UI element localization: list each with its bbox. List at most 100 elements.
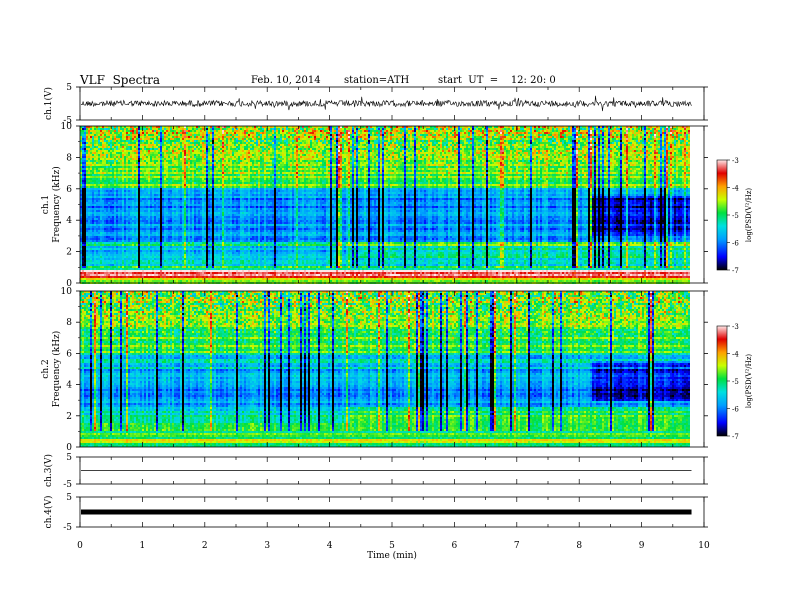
spectrogram-cell bbox=[208, 128, 210, 130]
spectrogram-cell bbox=[500, 128, 502, 130]
spectrogram-cell bbox=[300, 128, 302, 130]
spectrogram-cell bbox=[532, 128, 534, 130]
spectrogram-cell bbox=[352, 128, 354, 130]
spectrogram-cell bbox=[542, 128, 544, 130]
spectrogram-cell bbox=[138, 128, 140, 130]
spectrogram-cell bbox=[482, 128, 484, 130]
spectrogram-cell bbox=[262, 128, 264, 130]
spectrogram-cell bbox=[224, 128, 226, 130]
spectrogram-cell bbox=[294, 128, 296, 130]
spectrogram-cell bbox=[442, 128, 444, 130]
spectrogram-cell bbox=[424, 128, 426, 130]
spectrogram-cell bbox=[140, 128, 142, 130]
spectrogram-cell bbox=[438, 128, 440, 130]
spectrogram-cell bbox=[492, 128, 494, 130]
spectrogram-cell bbox=[178, 128, 180, 130]
spectrogram-cell bbox=[106, 128, 108, 130]
spectrogram-cell bbox=[128, 128, 130, 130]
spectrogram-cell bbox=[306, 128, 308, 130]
spectrogram-cell bbox=[470, 128, 472, 130]
spectrogram-cell bbox=[408, 128, 410, 130]
spectrogram-cell bbox=[508, 128, 510, 130]
spectrogram-cell bbox=[242, 128, 244, 130]
spectrogram-cell bbox=[84, 128, 86, 130]
spectrogram-cell bbox=[526, 128, 528, 130]
spectrogram-cell bbox=[502, 128, 504, 130]
spectrogram-cell bbox=[304, 128, 306, 130]
spectrogram-cell bbox=[258, 128, 260, 130]
spectrogram-cell bbox=[98, 128, 100, 130]
spectrogram-cell bbox=[272, 128, 274, 130]
spectrogram-cell bbox=[302, 128, 304, 130]
spectrogram-cell bbox=[552, 128, 554, 130]
vlf-spectra-figure: 5-5ch.1(V)0246810ch.1 Frequency (kHz)-3-4… bbox=[0, 0, 792, 612]
spectrogram-cell bbox=[356, 128, 358, 130]
spectrogram-cell bbox=[136, 128, 138, 130]
spectrogram-cell bbox=[504, 128, 506, 130]
spectrogram-cell bbox=[198, 128, 200, 130]
spectrogram-cell bbox=[232, 128, 234, 130]
spectrogram-cell bbox=[278, 128, 280, 130]
spectrogram-cell bbox=[362, 128, 364, 130]
spectrogram-cell bbox=[364, 128, 366, 130]
spectrogram-cell bbox=[544, 128, 546, 130]
spectrogram-cell bbox=[478, 128, 480, 130]
spectrogram-cell bbox=[190, 128, 192, 130]
spectrogram-cell bbox=[170, 128, 172, 130]
spectrogram-cell bbox=[202, 128, 204, 130]
spectrogram-cell bbox=[174, 128, 176, 130]
spectrogram-cell bbox=[344, 128, 346, 130]
spectrogram-cell bbox=[144, 128, 146, 130]
spectrogram-cell bbox=[152, 128, 154, 130]
spectrogram-cell bbox=[554, 128, 556, 130]
spectrogram-cell bbox=[332, 128, 334, 130]
spectrogram-cell bbox=[322, 128, 324, 130]
ch1-trace bbox=[81, 96, 691, 111]
spectrogram-cell bbox=[194, 128, 196, 130]
spectrogram-cell bbox=[382, 128, 384, 130]
spectrogram-cell bbox=[410, 128, 412, 130]
spectrogram-cell bbox=[376, 128, 378, 130]
spectrogram-cell bbox=[240, 128, 242, 130]
spectrogram-cell bbox=[182, 128, 184, 130]
spectrogram-cell bbox=[536, 128, 538, 130]
spectrogram-cell bbox=[378, 128, 380, 130]
spectrogram-cell bbox=[420, 128, 422, 130]
spectrogram-cell bbox=[256, 128, 258, 130]
spectrogram-cell bbox=[90, 128, 92, 130]
spectrogram-cell bbox=[436, 128, 438, 130]
spectrogram-cell bbox=[518, 128, 520, 130]
spectrogram-cell bbox=[316, 128, 318, 130]
spectrogram-cell bbox=[200, 128, 202, 130]
spectrogram-cell bbox=[444, 128, 446, 130]
spectrogram-cell bbox=[154, 128, 156, 130]
spectrogram-cell bbox=[388, 128, 390, 130]
spectrogram-cell bbox=[450, 128, 452, 130]
spectrogram-cell bbox=[150, 128, 152, 130]
spectrogram-cell bbox=[414, 128, 416, 130]
spectrogram-cell bbox=[108, 128, 110, 130]
spectrogram-cell bbox=[494, 128, 496, 130]
spectrogram-cell bbox=[132, 128, 134, 130]
spectrogram-cell bbox=[274, 128, 276, 130]
spectrogram-cell bbox=[164, 128, 166, 130]
spectrogram-cell bbox=[252, 128, 254, 130]
spectrogram-cell bbox=[334, 128, 336, 130]
spectrogram-cell bbox=[116, 128, 118, 130]
spectrogram-cell bbox=[228, 128, 230, 130]
spectrogram-cell bbox=[102, 128, 104, 130]
spectrogram-cell bbox=[342, 128, 344, 130]
spectrogram-cell bbox=[162, 128, 164, 130]
spectrogram-cell bbox=[520, 128, 522, 130]
spectrogram-cell bbox=[104, 128, 106, 130]
spectrogram-cell bbox=[124, 128, 126, 130]
spectrogram-cell bbox=[92, 128, 94, 130]
spectrogram-cell bbox=[268, 128, 270, 130]
spectrogram-cell bbox=[130, 128, 132, 130]
spectrogram-cell bbox=[196, 128, 198, 130]
spectrogram-cell bbox=[118, 128, 120, 130]
spectrogram-cell bbox=[358, 128, 360, 130]
spectrogram-cell bbox=[282, 128, 284, 130]
spectrogram-cell bbox=[540, 128, 542, 130]
spectrogram-cell bbox=[394, 128, 396, 130]
